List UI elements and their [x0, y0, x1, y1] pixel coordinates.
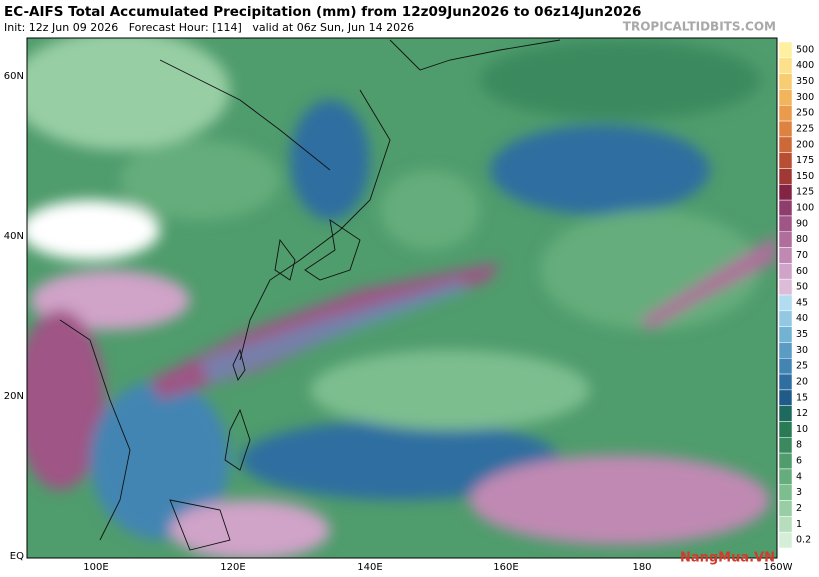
- colorbar-label: 500: [796, 44, 814, 55]
- colorbar-label: 175: [796, 155, 814, 166]
- colorbar-swatch: [778, 373, 793, 391]
- colorbar-swatch: [778, 358, 793, 375]
- colorbar-swatch: [778, 89, 793, 106]
- colorbar-label: 150: [796, 171, 814, 182]
- colorbar-label: 15: [796, 392, 808, 403]
- lon-label: 100E: [83, 562, 108, 573]
- colorbar-swatch: [778, 278, 793, 296]
- precipitation-field: [27, 38, 777, 558]
- lon-label: 120E: [220, 562, 245, 573]
- colorbar-swatch: [778, 247, 793, 264]
- colorbar-label: 10: [796, 424, 808, 435]
- colorbar-swatch: [778, 405, 793, 422]
- colorbar-label: 80: [796, 234, 808, 245]
- colorbar-label: 8: [796, 440, 802, 451]
- colorbar-label: 0.2: [796, 535, 811, 546]
- colorbar-label: 40: [796, 313, 808, 324]
- colorbar: 5004003503002502252001751501251009080706…: [778, 41, 814, 549]
- colorbar-swatch: [778, 421, 793, 438]
- lon-label: 180: [632, 562, 651, 573]
- colorbar-label: 100: [796, 203, 814, 214]
- colorbar-swatch: [778, 500, 793, 517]
- colorbar-swatch: [778, 184, 793, 201]
- lat-label: 60N: [4, 71, 24, 82]
- colorbar-swatch: [778, 41, 793, 59]
- colorbar-swatch: [778, 468, 793, 485]
- colorbar-swatch: [778, 263, 793, 280]
- lon-label: 160E: [493, 562, 518, 573]
- colorbar-label: 50: [796, 282, 808, 293]
- colorbar-swatch: [778, 73, 793, 90]
- colorbar-label: 300: [796, 92, 814, 103]
- colorbar-swatch: [778, 310, 793, 327]
- lon-label: 160W: [764, 562, 793, 573]
- colorbar-label: 225: [796, 123, 814, 134]
- colorbar-label: 3: [796, 487, 802, 498]
- colorbar-swatch: [778, 516, 793, 533]
- colorbar-swatch: [778, 389, 793, 406]
- colorbar-label: 4: [796, 471, 802, 482]
- colorbar-label: 350: [796, 76, 814, 87]
- colorbar-label: 60: [796, 266, 808, 277]
- colorbar-swatch: [778, 168, 793, 185]
- lat-label: EQ: [10, 551, 24, 562]
- colorbar-swatch: [778, 199, 793, 217]
- watermark: NangMua.VN: [680, 551, 775, 566]
- colorbar-swatch: [778, 294, 793, 312]
- colorbar-swatch: [778, 120, 793, 138]
- colorbar-swatch: [778, 136, 793, 153]
- colorbar-label: 90: [796, 218, 808, 229]
- colorbar-label: 400: [796, 60, 814, 71]
- title: EC-AIFS Total Accumulated Precipitation …: [4, 4, 641, 20]
- coastlines: [59, 39, 561, 551]
- colorbar-label: 2: [796, 503, 802, 514]
- colorbar-swatch: [778, 484, 793, 501]
- colorbar-swatch: [778, 531, 793, 549]
- subtitle: Init: 12z Jun 09 2026 Forecast Hour: [11…: [4, 21, 414, 34]
- lat-label: 40N: [4, 231, 24, 242]
- colorbar-label: 200: [796, 139, 814, 150]
- colorbar-swatch: [778, 452, 793, 470]
- colorbar-swatch: [778, 342, 793, 359]
- colorbar-swatch: [778, 57, 793, 74]
- colorbar-swatch: [778, 215, 793, 232]
- lat-label: 20N: [4, 391, 24, 402]
- colorbar-label: 125: [796, 187, 814, 198]
- lon-label: 140E: [357, 562, 382, 573]
- colorbar-label: 250: [796, 108, 814, 119]
- colorbar-label: 6: [796, 456, 802, 467]
- colorbar-label: 30: [796, 345, 808, 356]
- colorbar-label: 70: [796, 250, 808, 261]
- colorbar-label: 25: [796, 361, 808, 372]
- colorbar-label: 12: [796, 408, 808, 419]
- colorbar-label: 45: [796, 297, 808, 308]
- colorbar-swatch: [778, 326, 793, 343]
- colorbar-label: 20: [796, 376, 808, 387]
- colorbar-label: 1: [796, 519, 802, 530]
- map-frame: [26, 37, 778, 559]
- map-axes: 60N 40N 20N EQ 100E 120E 140E 160E 180 160W: [4, 71, 793, 573]
- colorbar-swatch: [778, 437, 793, 454]
- site: TROPICALTIDBITS.COM: [623, 20, 776, 34]
- colorbar-swatch: [778, 152, 793, 169]
- colorbar-swatch: [778, 105, 793, 122]
- colorbar-swatch: [778, 231, 793, 248]
- colorbar-label: 35: [796, 329, 808, 340]
